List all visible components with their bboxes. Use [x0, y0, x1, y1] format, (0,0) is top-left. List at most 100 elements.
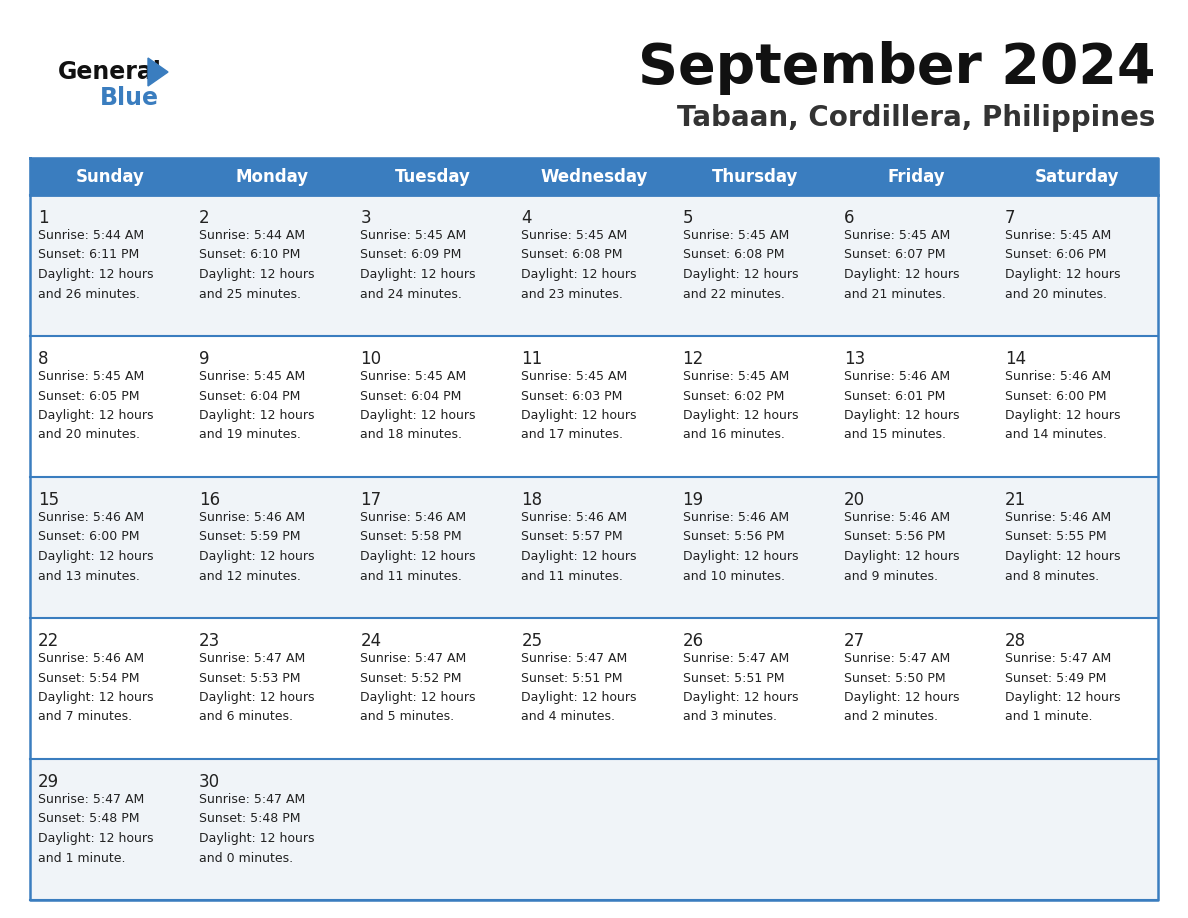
Text: Sunrise: 5:45 AM: Sunrise: 5:45 AM — [522, 370, 627, 383]
Text: Sunrise: 5:46 AM: Sunrise: 5:46 AM — [360, 511, 467, 524]
Text: 12: 12 — [683, 350, 703, 368]
Text: Sunrise: 5:47 AM: Sunrise: 5:47 AM — [360, 652, 467, 665]
Text: Daylight: 12 hours: Daylight: 12 hours — [1005, 409, 1120, 422]
Text: Sunset: 6:04 PM: Sunset: 6:04 PM — [200, 389, 301, 402]
Text: Sunset: 5:50 PM: Sunset: 5:50 PM — [843, 671, 946, 685]
Text: Daylight: 12 hours: Daylight: 12 hours — [843, 268, 959, 281]
Text: 4: 4 — [522, 209, 532, 227]
Text: 28: 28 — [1005, 632, 1026, 650]
Text: Sunrise: 5:47 AM: Sunrise: 5:47 AM — [38, 793, 144, 806]
Text: Sunrise: 5:44 AM: Sunrise: 5:44 AM — [200, 229, 305, 242]
Text: 5: 5 — [683, 209, 693, 227]
Text: 8: 8 — [38, 350, 49, 368]
Text: 14: 14 — [1005, 350, 1026, 368]
Text: and 17 minutes.: and 17 minutes. — [522, 429, 624, 442]
Text: and 16 minutes.: and 16 minutes. — [683, 429, 784, 442]
Text: 19: 19 — [683, 491, 703, 509]
Text: Sunrise: 5:47 AM: Sunrise: 5:47 AM — [200, 793, 305, 806]
Text: Daylight: 12 hours: Daylight: 12 hours — [522, 268, 637, 281]
Text: Sunrise: 5:46 AM: Sunrise: 5:46 AM — [1005, 370, 1111, 383]
Text: 7: 7 — [1005, 209, 1016, 227]
Text: Sunset: 6:00 PM: Sunset: 6:00 PM — [38, 531, 139, 543]
Text: and 4 minutes.: and 4 minutes. — [522, 711, 615, 723]
Text: and 25 minutes.: and 25 minutes. — [200, 287, 301, 300]
Text: and 13 minutes.: and 13 minutes. — [38, 569, 140, 583]
Text: Tuesday: Tuesday — [394, 167, 470, 185]
Text: Sunset: 5:57 PM: Sunset: 5:57 PM — [522, 531, 623, 543]
Text: 20: 20 — [843, 491, 865, 509]
Text: and 2 minutes.: and 2 minutes. — [843, 711, 937, 723]
Text: Daylight: 12 hours: Daylight: 12 hours — [200, 409, 315, 422]
Text: Sunrise: 5:45 AM: Sunrise: 5:45 AM — [683, 229, 789, 242]
Text: and 24 minutes.: and 24 minutes. — [360, 287, 462, 300]
Text: Daylight: 12 hours: Daylight: 12 hours — [360, 268, 475, 281]
Text: Monday: Monday — [235, 167, 308, 185]
Text: Daylight: 12 hours: Daylight: 12 hours — [200, 550, 315, 563]
Text: and 1 minute.: and 1 minute. — [1005, 711, 1092, 723]
Text: Sunrise: 5:45 AM: Sunrise: 5:45 AM — [1005, 229, 1111, 242]
Text: Daylight: 12 hours: Daylight: 12 hours — [1005, 550, 1120, 563]
Text: Daylight: 12 hours: Daylight: 12 hours — [38, 409, 153, 422]
Text: Sunrise: 5:45 AM: Sunrise: 5:45 AM — [843, 229, 950, 242]
Text: 15: 15 — [38, 491, 59, 509]
Polygon shape — [30, 618, 1158, 759]
Text: Sunset: 5:58 PM: Sunset: 5:58 PM — [360, 531, 462, 543]
Text: General: General — [58, 60, 162, 84]
Text: Daylight: 12 hours: Daylight: 12 hours — [38, 691, 153, 704]
Text: Sunset: 5:48 PM: Sunset: 5:48 PM — [200, 812, 301, 825]
Polygon shape — [30, 477, 1158, 618]
Text: Sunset: 5:48 PM: Sunset: 5:48 PM — [38, 812, 139, 825]
Text: Sunset: 5:56 PM: Sunset: 5:56 PM — [843, 531, 946, 543]
Text: 26: 26 — [683, 632, 703, 650]
Text: 1: 1 — [38, 209, 49, 227]
Text: and 12 minutes.: and 12 minutes. — [200, 569, 301, 583]
Text: Sunrise: 5:46 AM: Sunrise: 5:46 AM — [683, 511, 789, 524]
Text: 25: 25 — [522, 632, 543, 650]
Text: 9: 9 — [200, 350, 209, 368]
Text: Sunrise: 5:46 AM: Sunrise: 5:46 AM — [38, 511, 144, 524]
Text: Sunset: 6:09 PM: Sunset: 6:09 PM — [360, 249, 462, 262]
Polygon shape — [30, 195, 1158, 336]
Text: Daylight: 12 hours: Daylight: 12 hours — [522, 550, 637, 563]
Text: Sunset: 5:56 PM: Sunset: 5:56 PM — [683, 531, 784, 543]
Text: and 23 minutes.: and 23 minutes. — [522, 287, 624, 300]
Text: Tabaan, Cordillera, Philippines: Tabaan, Cordillera, Philippines — [677, 104, 1155, 132]
Text: and 19 minutes.: and 19 minutes. — [200, 429, 301, 442]
Text: Daylight: 12 hours: Daylight: 12 hours — [360, 409, 475, 422]
Text: 29: 29 — [38, 773, 59, 791]
Text: Sunrise: 5:46 AM: Sunrise: 5:46 AM — [1005, 511, 1111, 524]
Text: Sunrise: 5:45 AM: Sunrise: 5:45 AM — [683, 370, 789, 383]
Text: Sunset: 5:59 PM: Sunset: 5:59 PM — [200, 531, 301, 543]
Text: 27: 27 — [843, 632, 865, 650]
Text: 2: 2 — [200, 209, 210, 227]
Text: Sunrise: 5:46 AM: Sunrise: 5:46 AM — [38, 652, 144, 665]
Text: Blue: Blue — [100, 86, 159, 110]
Text: and 0 minutes.: and 0 minutes. — [200, 852, 293, 865]
Text: Sunset: 5:54 PM: Sunset: 5:54 PM — [38, 671, 139, 685]
Text: Sunrise: 5:45 AM: Sunrise: 5:45 AM — [38, 370, 144, 383]
Text: and 10 minutes.: and 10 minutes. — [683, 569, 784, 583]
Text: 13: 13 — [843, 350, 865, 368]
Text: and 21 minutes.: and 21 minutes. — [843, 287, 946, 300]
Text: Sunset: 6:06 PM: Sunset: 6:06 PM — [1005, 249, 1106, 262]
Text: Sunrise: 5:45 AM: Sunrise: 5:45 AM — [360, 370, 467, 383]
Text: and 20 minutes.: and 20 minutes. — [38, 429, 140, 442]
Polygon shape — [30, 158, 1158, 195]
Text: and 11 minutes.: and 11 minutes. — [522, 569, 624, 583]
Text: and 14 minutes.: and 14 minutes. — [1005, 429, 1107, 442]
Text: Daylight: 12 hours: Daylight: 12 hours — [683, 409, 798, 422]
Text: Sunset: 6:01 PM: Sunset: 6:01 PM — [843, 389, 946, 402]
Text: Sunset: 5:53 PM: Sunset: 5:53 PM — [200, 671, 301, 685]
Text: and 15 minutes.: and 15 minutes. — [843, 429, 946, 442]
Text: Thursday: Thursday — [712, 167, 798, 185]
Text: Sunset: 5:55 PM: Sunset: 5:55 PM — [1005, 531, 1106, 543]
Text: 17: 17 — [360, 491, 381, 509]
Text: 21: 21 — [1005, 491, 1026, 509]
Text: Sunrise: 5:47 AM: Sunrise: 5:47 AM — [1005, 652, 1111, 665]
Text: Sunset: 6:07 PM: Sunset: 6:07 PM — [843, 249, 946, 262]
Text: 6: 6 — [843, 209, 854, 227]
Text: Sunrise: 5:47 AM: Sunrise: 5:47 AM — [522, 652, 627, 665]
Text: Daylight: 12 hours: Daylight: 12 hours — [1005, 268, 1120, 281]
Text: Sunrise: 5:45 AM: Sunrise: 5:45 AM — [522, 229, 627, 242]
Text: Sunrise: 5:44 AM: Sunrise: 5:44 AM — [38, 229, 144, 242]
